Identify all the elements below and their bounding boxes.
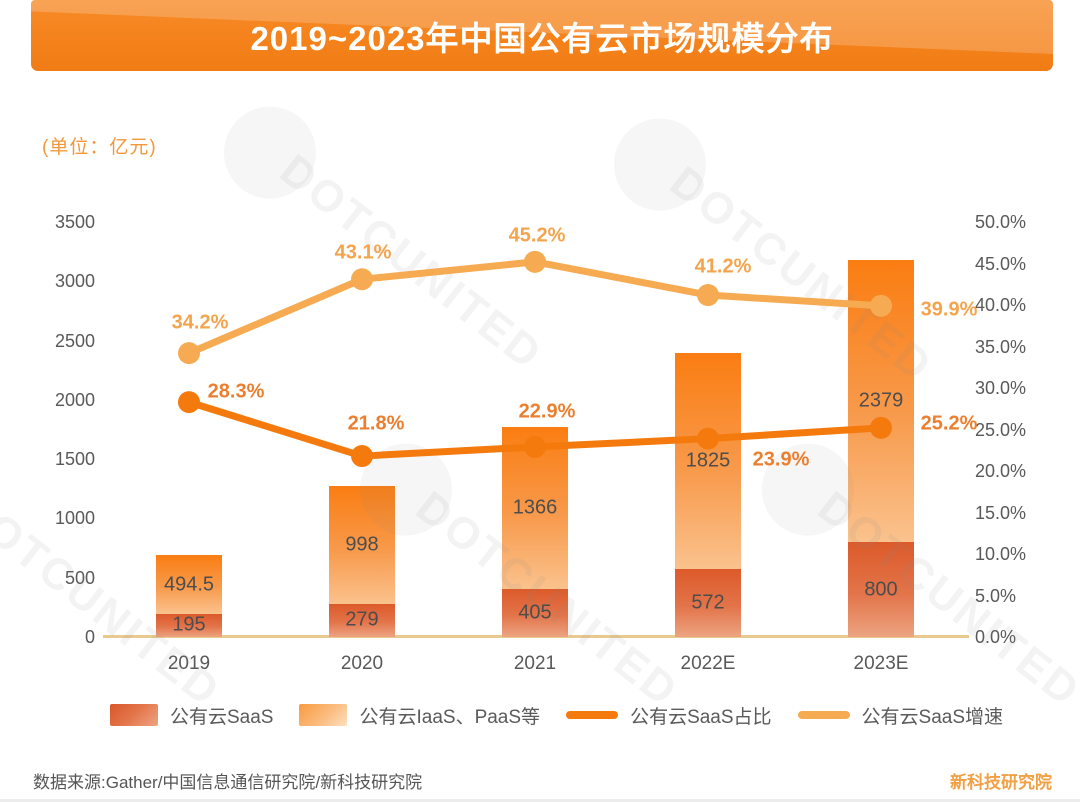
bar-group-2020 (329, 485, 395, 637)
bottom-divider (0, 799, 1080, 802)
share-point (870, 416, 892, 439)
x-axis-label: 2020 (340, 653, 384, 674)
bar-segment-saas (502, 588, 568, 637)
share-pct-label: 21.8% (347, 412, 405, 435)
lines-layer (178, 250, 892, 468)
bar-value-saas: 572 (691, 591, 725, 614)
growth-point (524, 250, 546, 273)
bar-segment-saas (156, 613, 222, 637)
watermark-logo-icon (0, 425, 13, 555)
share-point (178, 391, 200, 414)
growth-pct-label: 34.2% (171, 311, 229, 334)
left-axis-tick: 1500 (54, 449, 95, 470)
left-axis-tick: 1000 (54, 508, 95, 529)
right-axis-tick: 0.0% (975, 627, 1017, 647)
legend: 公有云SaaS 公有云IaaS、PaaS等 公有云SaaS占比 公有云SaaS增… (110, 700, 1003, 730)
bar-group-2019 (156, 555, 222, 637)
page-title: 2019~2023年中国公有云市场规模分布 (250, 19, 834, 57)
growth-pct-label: 41.2% (694, 255, 752, 278)
legend-item-share: 公有云SaaS占比 (566, 702, 772, 729)
growth-point (697, 284, 719, 307)
share-pct-label: 25.2% (920, 412, 978, 435)
bar-value-saas: 279 (345, 608, 379, 631)
growth-line-swatch-icon (797, 711, 850, 719)
bar-value-saas: 195 (172, 613, 206, 636)
bar-value-iaas: 1366 (512, 496, 558, 519)
right-axis-tick: 35.0% (975, 336, 1027, 357)
plot-area: 494.5 195 998 279 1366 405 1825 572 2379 800 28.3%… (105, 222, 977, 637)
legend-label: 公有云SaaS (170, 706, 274, 728)
x-axis-label: 2021 (513, 653, 557, 674)
bar-value-iaas: 1825 (685, 449, 731, 472)
legend-item-growth: 公有云SaaS增速 (797, 702, 1004, 729)
right-axis-tick: 5.0% (975, 585, 1017, 606)
bar-value-iaas: 998 (345, 533, 379, 556)
legend-item-iaas: 公有云IaaS、PaaS等 (299, 702, 540, 729)
growth-pct-label: 45.2% (508, 224, 566, 247)
data-source-note: 数据来源:Gather/中国信息通信研究院/新科技研究院 (33, 773, 423, 792)
left-axis-tick: 0 (84, 627, 95, 647)
growth-line (185, 258, 885, 357)
left-axis-tick: 500 (64, 567, 95, 588)
share-pct-label: 23.9% (752, 448, 810, 471)
growth-pct-label: 43.1% (334, 241, 392, 264)
bar-value-iaas: 2379 (858, 389, 904, 412)
right-axis-tick: 20.0% (975, 461, 1027, 481)
left-axis-tick: 3000 (54, 271, 95, 292)
bar-group-2022E (675, 352, 741, 637)
legend-label: 公有云SaaS增速 (861, 706, 1004, 728)
right-axis-tick: 25.0% (975, 419, 1027, 440)
bar-segment-saas (675, 569, 741, 637)
share-pct-label: 22.9% (518, 400, 576, 423)
title-banner: 2019~2023年中国公有云市场规模分布 (31, 0, 1053, 71)
x-axis-label: 2022E (680, 653, 736, 674)
bar-value-saas: 800 (864, 578, 898, 601)
x-axis-label: 2019 (167, 653, 211, 674)
share-point (697, 427, 719, 450)
bar-segment-saas (329, 603, 395, 637)
watermark-logo-icon (595, 100, 725, 230)
growth-point (178, 342, 200, 365)
right-axis-tick: 10.0% (975, 544, 1027, 564)
brand-name: 新科技研究院 (950, 773, 1052, 792)
bar-value-saas: 405 (518, 601, 552, 624)
legend-label: 公有云IaaS、PaaS等 (359, 706, 541, 728)
left-axis-tick: 3500 (54, 212, 95, 232)
bar-value-iaas: 494.5 (163, 573, 215, 596)
bar-segment-iaas (156, 555, 222, 614)
share-line-swatch-icon (566, 711, 619, 719)
saas-swatch-icon (110, 704, 158, 726)
right-axis-tick: 50.0% (975, 212, 1027, 232)
growth-point (870, 294, 892, 317)
unit-label: (单位：亿元) (42, 137, 157, 158)
right-axis-tick: 30.0% (975, 378, 1027, 398)
right-axis-tick: 15.0% (975, 502, 1027, 523)
bar-segment-saas (848, 542, 914, 637)
legend-item-saas: 公有云SaaS (110, 702, 273, 729)
right-axis-tick: 40.0% (975, 295, 1027, 315)
x-axis-label: 2023E (853, 653, 909, 674)
left-axis-tick: 2000 (54, 389, 95, 410)
share-pct-label: 28.3% (207, 380, 265, 403)
iaas-swatch-icon (299, 704, 348, 726)
watermark-logo-icon (205, 88, 335, 218)
share-point (524, 435, 546, 458)
legend-label: 公有云SaaS占比 (630, 706, 772, 728)
bar-segment-iaas (329, 485, 395, 604)
right-axis-tick: 45.0% (975, 253, 1027, 274)
growth-point (351, 268, 373, 291)
left-axis-tick: 2500 (54, 330, 95, 351)
bar-segment-iaas (675, 352, 741, 570)
share-point (351, 445, 373, 468)
growth-pct-label: 39.9% (920, 298, 978, 321)
